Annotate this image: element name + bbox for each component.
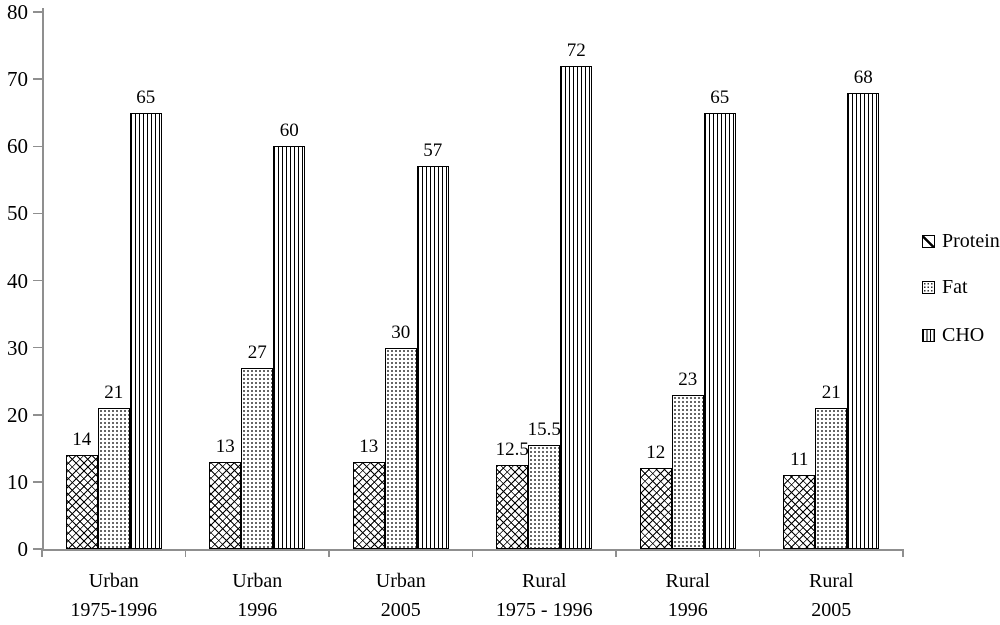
bar-fat-group3 [384, 347, 417, 549]
y-tick-mark [33, 481, 42, 483]
bar-protein-group2 [209, 461, 242, 549]
bar-cho-group6 [847, 92, 880, 549]
crosshatch-swatch-icon [922, 234, 935, 248]
bar-value-label: 65 [136, 86, 156, 108]
y-tick-label: 10 [7, 469, 28, 494]
bar-value-label: 14 [72, 429, 92, 451]
category-label-group5: Rural 1996 [666, 567, 710, 625]
category-label-line1: Rural [665, 570, 710, 592]
y-axis-line [42, 8, 44, 549]
y-tick-label: 70 [7, 67, 28, 92]
category-label-line1: Urban [232, 570, 283, 592]
y-tick-mark [33, 212, 42, 215]
bar-protein-group3 [352, 461, 385, 549]
bar-value-label: 60 [279, 120, 299, 142]
bar-protein-group1 [65, 455, 98, 549]
bar-value-label: 57 [423, 140, 443, 162]
bar-value-label: 21 [821, 382, 841, 404]
bar-value-label: 12 [646, 442, 666, 464]
category-label-line2: 2005 [380, 599, 421, 621]
category-label-group3: Urban 2005 [376, 567, 426, 625]
bar-fat-group4 [528, 444, 561, 549]
x-tick-mark [902, 549, 904, 557]
category-label-line2: 2005 [811, 599, 852, 621]
category-label-group6: Rural 2005 [809, 567, 853, 625]
y-tick-label: 40 [7, 268, 28, 293]
bar-value-label: 30 [391, 321, 411, 343]
bar-value-label: 13 [215, 435, 235, 457]
bar-value-label: 15.5 [527, 418, 561, 440]
category-label-group4: Rural 1975 - 1996 [496, 567, 593, 625]
legend-label-fat: Fat [942, 275, 968, 298]
bar-value-label: 68 [853, 66, 873, 88]
y-tick-mark [33, 145, 42, 147]
dots-swatch-icon [922, 280, 935, 294]
category-label-line2: 1996 [237, 599, 278, 621]
bar-value-label: 13 [359, 435, 379, 457]
bar-cho-group3 [416, 166, 449, 549]
bar-cho-group2 [273, 146, 306, 549]
x-tick-mark [328, 549, 330, 557]
bar-protein-group4 [496, 465, 529, 549]
category-label-line1: Urban [88, 570, 139, 592]
x-tick-mark [471, 549, 474, 557]
bar-cho-group1 [129, 112, 162, 549]
x-tick-mark [41, 549, 43, 557]
y-tick-label: 30 [7, 335, 28, 360]
legend-label-cho: CHO [942, 323, 985, 346]
bar-cho-group4 [560, 65, 593, 549]
y-tick-label: 0 [17, 537, 29, 561]
x-tick-mark [184, 549, 187, 557]
bar-fat-group6 [815, 408, 848, 549]
bar-cho-group5 [703, 112, 736, 549]
bar-protein-group5 [639, 468, 672, 549]
category-label-line1: Rural [522, 570, 567, 592]
y-tick-mark [33, 78, 42, 80]
y-tick-label: 50 [7, 201, 28, 226]
bar-value-label: 11 [790, 449, 809, 471]
legend: Protein Fat CHO [922, 0, 1000, 623]
category-label-line2: 1975 - 1996 [495, 599, 593, 621]
y-tick-label: 60 [7, 134, 28, 159]
bar-value-label: 21 [104, 382, 124, 404]
y-tick-label: 80 [7, 0, 28, 24]
bar-value-label: 27 [247, 341, 267, 363]
y-tick-mark [33, 346, 42, 349]
category-label-group1: Urban 1975-1996 [70, 567, 157, 625]
category-label-line1: Rural [809, 570, 854, 592]
bar-fat-group2 [241, 367, 274, 549]
x-tick-mark [615, 549, 617, 557]
category-label-group2: Urban 1996 [232, 567, 282, 625]
category-label-line2: 1996 [667, 599, 708, 621]
y-tick-mark [33, 414, 42, 416]
bar-protein-group6 [783, 475, 816, 549]
bar-fat-group5 [671, 394, 704, 549]
y-tick-mark [33, 11, 42, 13]
bar-fat-group1 [97, 408, 130, 549]
legend-item-protein: Protein [922, 230, 1000, 252]
vlines-swatch-icon [922, 328, 935, 342]
bar-value-label: 12.5 [495, 439, 529, 461]
category-label-line1: Urban [375, 570, 426, 592]
x-tick-mark [758, 549, 761, 557]
bar-value-label: 65 [710, 86, 730, 108]
bar-value-label: 23 [678, 368, 698, 390]
bar-value-label: 72 [566, 39, 586, 61]
y-tick-label: 20 [7, 402, 28, 427]
legend-label-protein: Protein [942, 229, 1000, 252]
y-tick-mark [33, 548, 42, 550]
y-tick-mark [33, 279, 42, 282]
category-label-line2: 1975-1996 [70, 599, 158, 621]
legend-item-fat: Fat [922, 276, 968, 298]
legend-item-cho: CHO [922, 324, 984, 346]
